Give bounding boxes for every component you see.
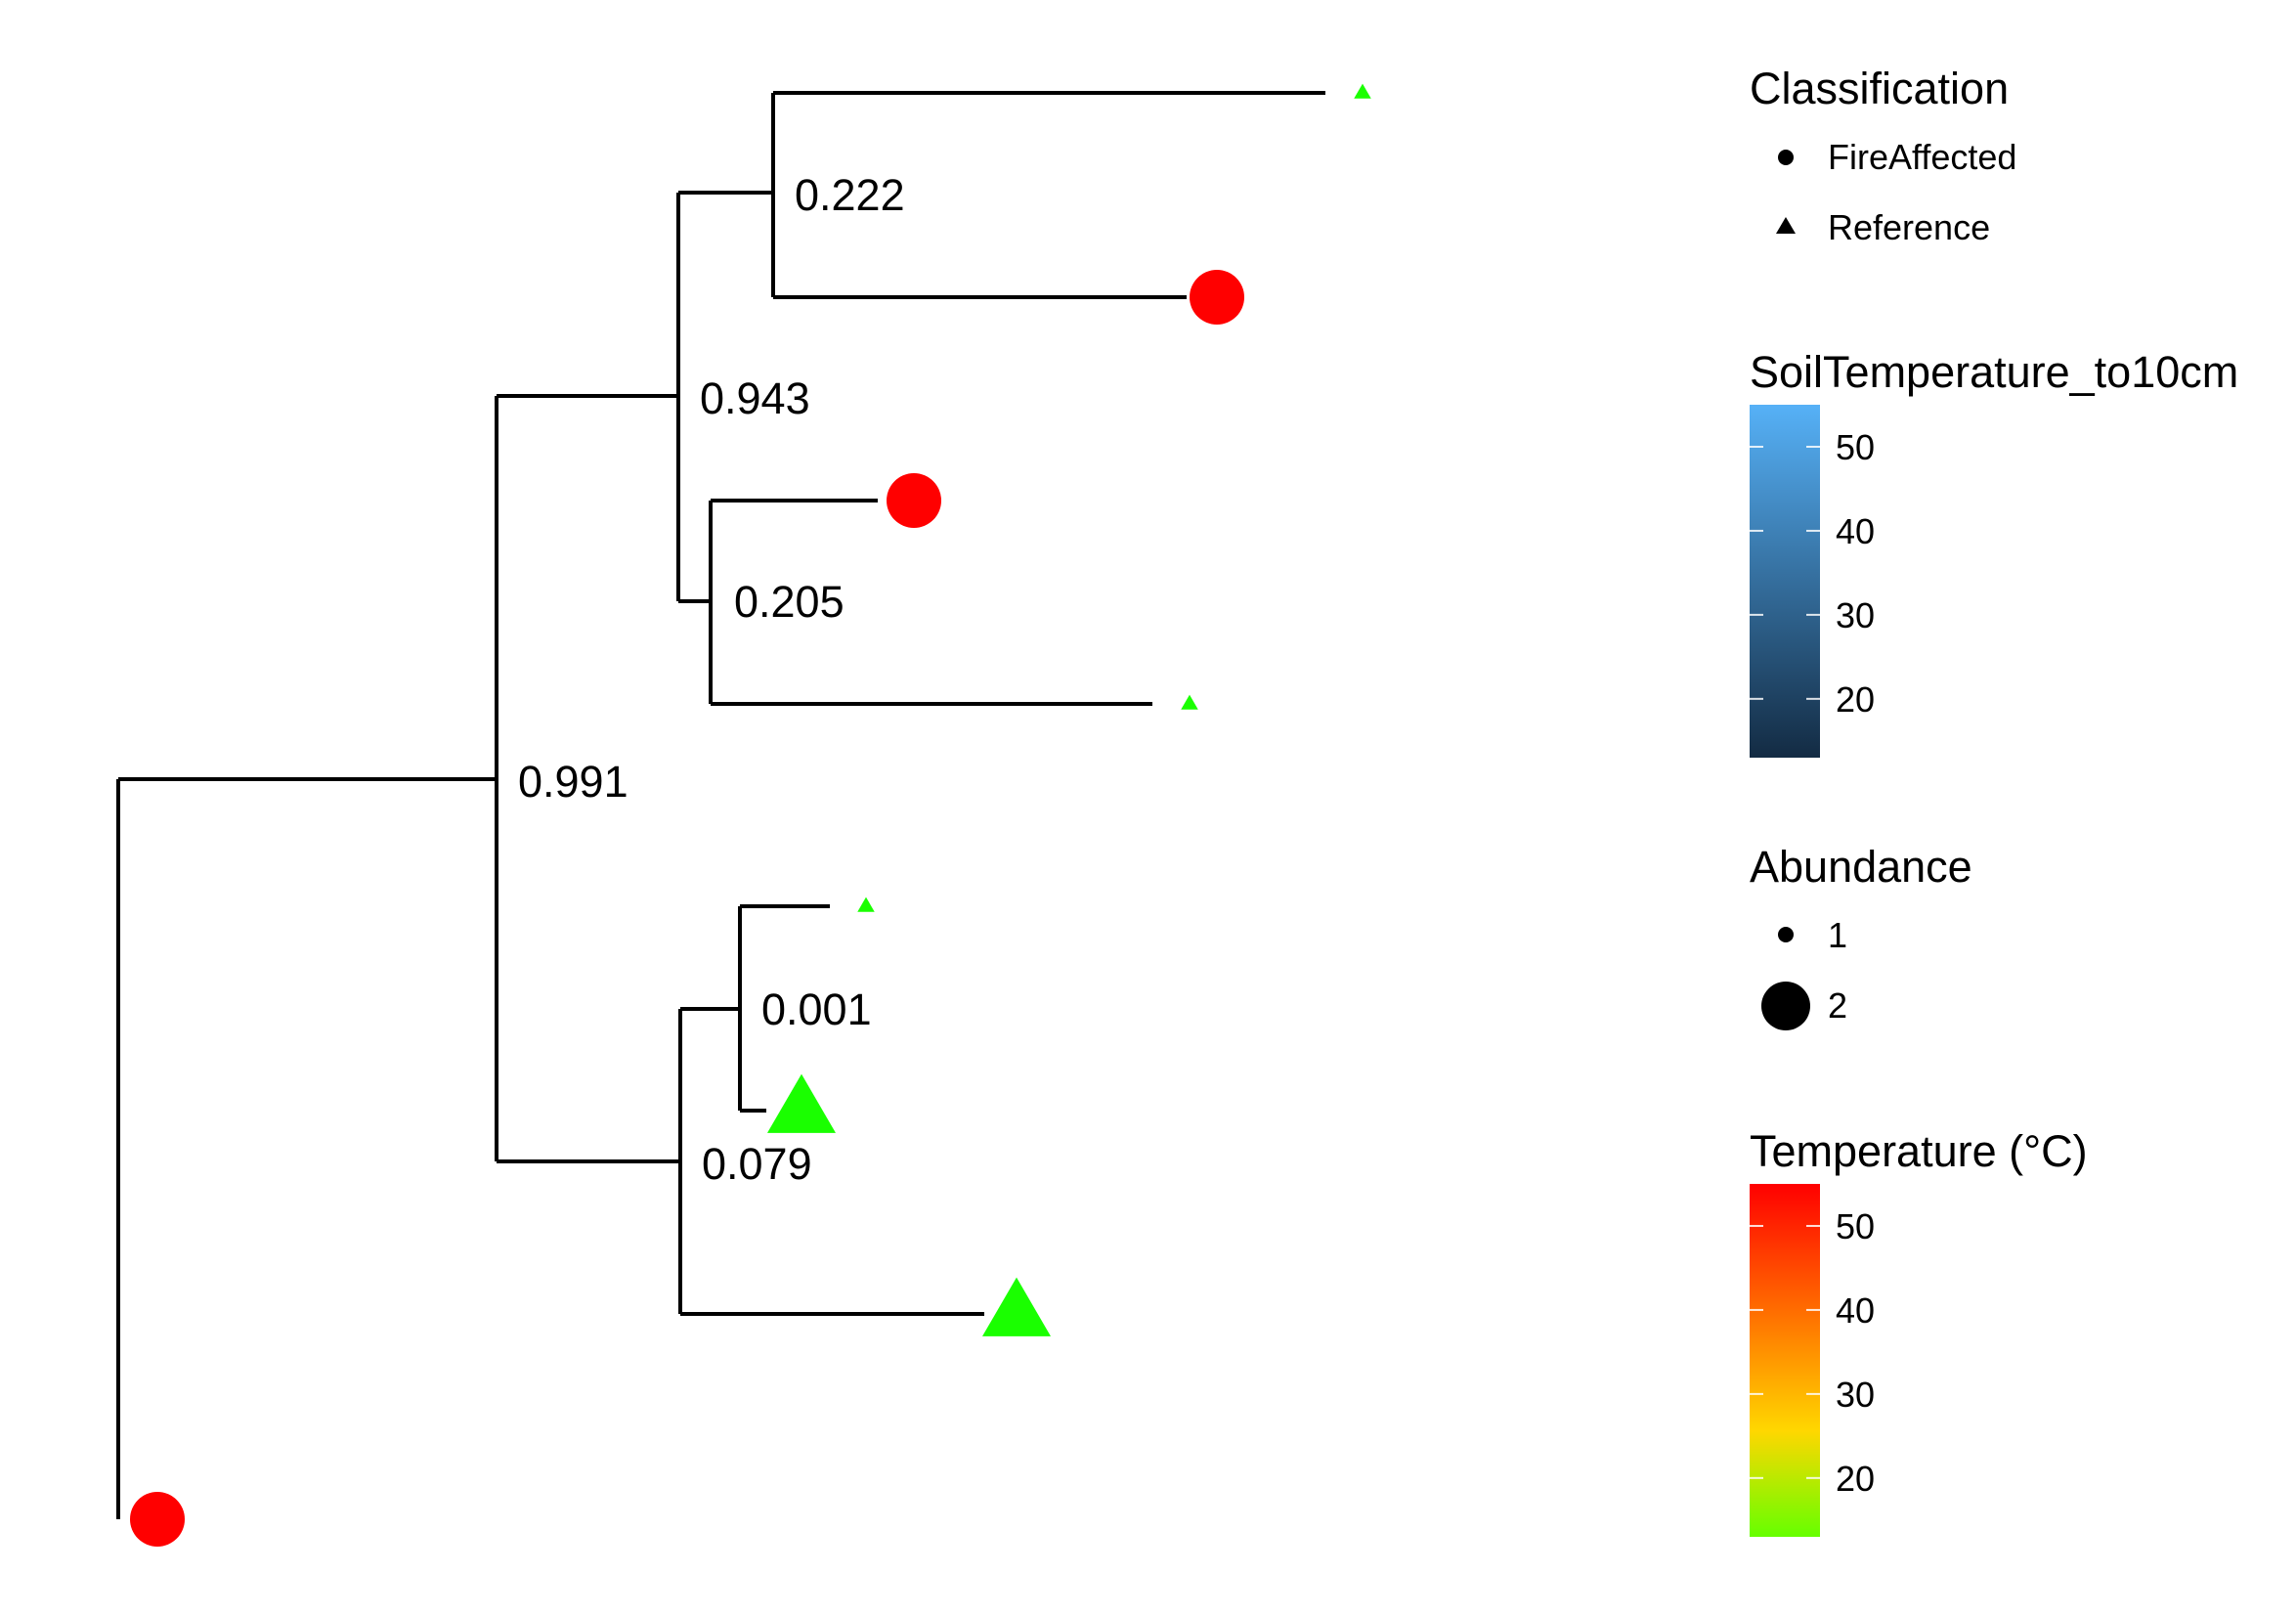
legend-abundance-1-label: 1: [1828, 915, 1847, 955]
legend-temperature-tick-label-50: 50: [1836, 1206, 1875, 1246]
tip-marker-tip1: [1354, 83, 1371, 99]
legend-soil-temperature-tick-label-20: 20: [1836, 679, 1875, 720]
tip-marker-tip8: [130, 1492, 185, 1547]
legend-temperature-title: Temperature (°C): [1750, 1126, 2088, 1176]
tip-marker-tip6: [767, 1073, 836, 1133]
legend-circle-key: [1778, 150, 1794, 165]
node-labels: 0.222 0.943 0.205 0.991 0.001 0.079: [518, 170, 905, 1189]
tip-marker-tip2: [1190, 270, 1244, 325]
legend-soil-temperature-colorbar: [1750, 405, 1820, 758]
legend-soil-temperature-tick-label-30: 30: [1836, 595, 1875, 635]
legend-temperature-tick-label-40: 40: [1836, 1290, 1875, 1331]
legend-abundance: Abundance 1 2: [1750, 842, 1972, 1030]
tip-marker-tip5: [857, 896, 875, 912]
legend-temperature-tick-label-30: 30: [1836, 1375, 1875, 1415]
legend-temperature-ticks: 50 40 30 20: [1750, 1206, 1875, 1499]
legend-classification-reference-label: Reference: [1828, 207, 1990, 247]
tip-marker-tip4: [1181, 694, 1198, 710]
legend-triangle-key: [1776, 217, 1796, 234]
legend-temperature-colorbar: [1750, 1184, 1820, 1537]
tree-branches: [116, 91, 1325, 1519]
node-label-n5: 0.079: [702, 1139, 812, 1189]
legend-temperature: Temperature (°C) 50 40 30 20: [1750, 1126, 2088, 1537]
node-label-n6: 0.001: [761, 984, 872, 1034]
legend-abundance-2-label: 2: [1828, 985, 1847, 1026]
legend-classification-title: Classification: [1750, 64, 2009, 113]
node-label-n4: 0.205: [734, 577, 845, 627]
tip-marker-tip3: [887, 473, 941, 528]
tip-marker-tip7: [982, 1277, 1051, 1336]
node-label-n3: 0.222: [795, 170, 905, 220]
node-label-n1: 0.991: [518, 757, 628, 807]
legend-soil-temperature: SoilTemperature_to10cm 50 40 30 20: [1750, 347, 2238, 758]
legend-abundance-size-1-key: [1778, 927, 1794, 942]
legend-soil-temperature-tick-label-40: 40: [1836, 511, 1875, 551]
legend-classification: Classification FireAffected Reference: [1750, 64, 2016, 247]
legend-abundance-size-2-key: [1761, 982, 1810, 1030]
legend-classification-fireaffected-label: FireAffected: [1828, 137, 2016, 177]
legend-temperature-tick-label-20: 20: [1836, 1459, 1875, 1499]
legend-abundance-title: Abundance: [1750, 842, 1972, 892]
tip-markers: [130, 83, 1371, 1547]
legend-soil-temperature-ticks: 50 40 30 20: [1750, 427, 1875, 720]
legend-soil-temperature-title: SoilTemperature_to10cm: [1750, 347, 2238, 397]
legend-soil-temperature-tick-label-50: 50: [1836, 427, 1875, 467]
node-label-n2: 0.943: [700, 373, 810, 423]
